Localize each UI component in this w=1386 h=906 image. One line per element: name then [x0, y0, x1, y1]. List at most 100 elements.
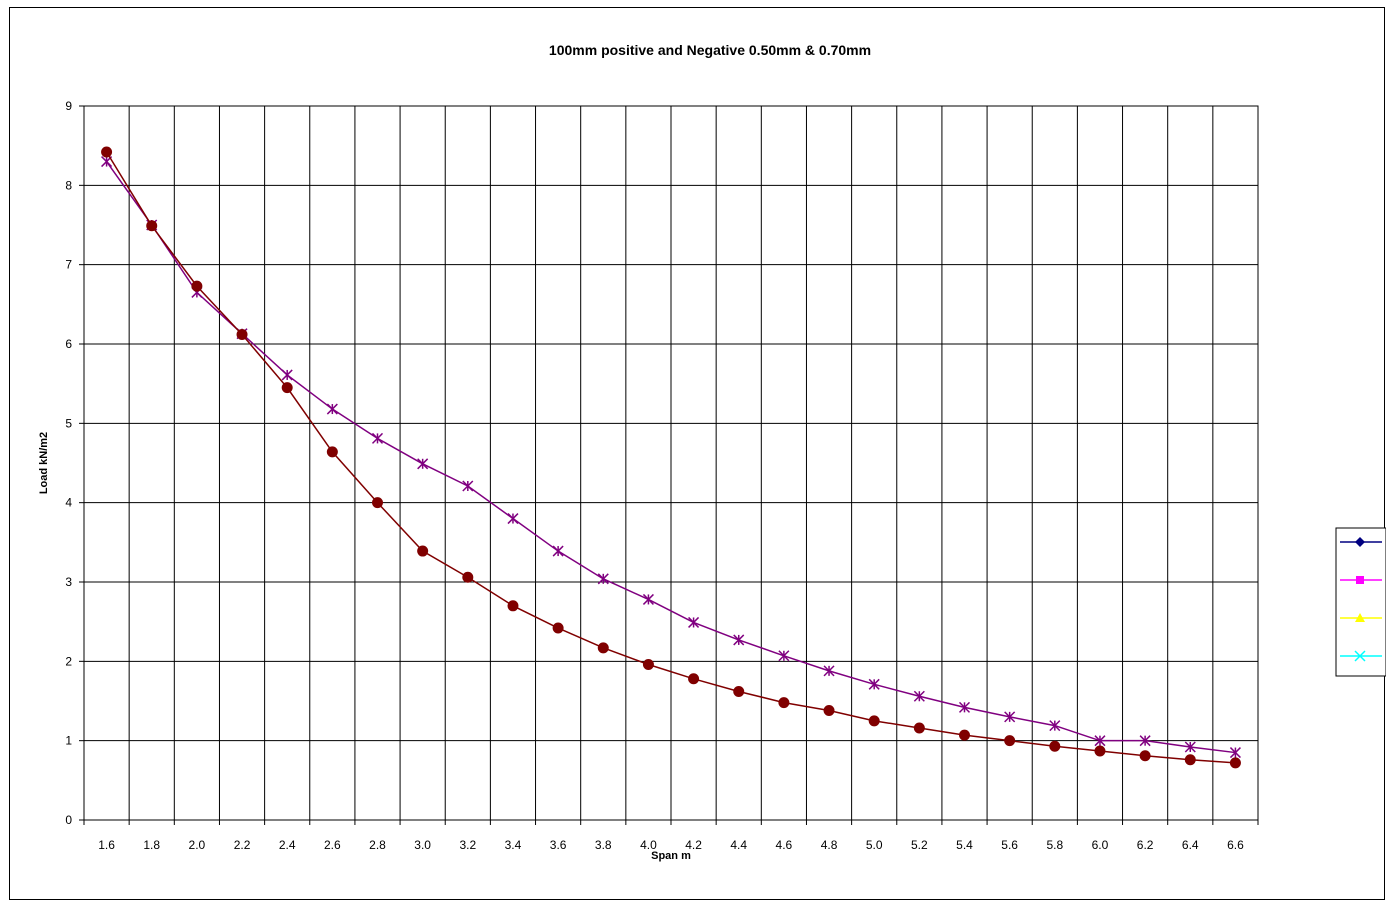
data-point — [913, 690, 925, 702]
x-tick-label: 6.4 — [1182, 838, 1199, 852]
data-point — [462, 571, 474, 583]
data-point — [868, 678, 880, 690]
x-tick-label: 4.0 — [640, 838, 657, 852]
data-point — [417, 545, 429, 557]
data-point — [326, 446, 338, 458]
y-tick-label: 0 — [65, 813, 72, 827]
data-point — [1229, 757, 1241, 769]
y-tick-label: 1 — [65, 734, 72, 748]
legend-marker — [1355, 613, 1365, 622]
x-tick-label: 2.8 — [369, 838, 386, 852]
data-point — [371, 432, 384, 444]
legend — [1335, 527, 1386, 677]
y-tick-label: 4 — [65, 496, 72, 510]
data-point — [146, 220, 158, 232]
data-point — [372, 497, 383, 509]
legend-marker — [1355, 537, 1365, 547]
data-point — [1004, 711, 1016, 723]
y-axis-title: Load kN/m2 — [38, 432, 50, 494]
y-tick-label: 5 — [65, 416, 72, 430]
legend-marker — [1356, 576, 1364, 584]
data-point — [597, 642, 609, 654]
data-point — [552, 622, 564, 634]
data-point — [688, 673, 700, 685]
x-axis-title: Span m — [651, 850, 691, 862]
data-point — [417, 458, 429, 470]
data-point — [507, 600, 519, 612]
x-tick-label: 1.8 — [143, 838, 160, 852]
data-point — [1094, 735, 1106, 747]
data-point — [1139, 735, 1151, 747]
x-tick-label: 6.0 — [1092, 838, 1109, 852]
x-tick-label: 6.2 — [1137, 838, 1154, 852]
data-point — [1184, 741, 1196, 753]
x-tick-label: 4.8 — [821, 838, 838, 852]
data-point — [823, 705, 835, 717]
data-point — [191, 280, 203, 292]
data-point — [1094, 745, 1106, 757]
x-tick-label: 5.0 — [866, 838, 883, 852]
data-point — [688, 616, 700, 628]
y-tick-label: 9 — [65, 99, 72, 113]
data-point — [236, 328, 248, 340]
chart-frame: 100mm positive and Negative 0.50mm & 0.7… — [9, 7, 1386, 900]
data-point — [1139, 750, 1151, 762]
y-tick-label: 2 — [65, 654, 72, 668]
data-point — [868, 715, 880, 727]
chart-title: 100mm positive and Negative 0.50mm & 0.7… — [549, 42, 871, 58]
x-tick-label: 1.6 — [98, 838, 115, 852]
data-point — [597, 573, 609, 585]
data-point — [959, 729, 970, 741]
axis-layer: 0 1 2 3 4 5 6 7 8 9 1.6 1.8 2.0 2.2 2.4 2.6 2.8 3.0 3.2 3.4… — [65, 99, 1259, 852]
x-tick-label: 6.6 — [1227, 838, 1244, 852]
data-point — [778, 650, 790, 662]
series-line — [105, 151, 1236, 764]
data-point — [642, 593, 654, 605]
data-point — [1049, 720, 1061, 732]
data-point — [552, 545, 564, 557]
data-point — [733, 685, 745, 697]
legend-box — [1335, 527, 1386, 677]
chart-svg: 100mm positive and Negative 0.50mm & 0.7… — [38, 42, 1386, 862]
data-point — [642, 659, 654, 671]
y-tick-label: 3 — [65, 575, 72, 589]
plot-border — [83, 105, 1259, 821]
x-tick-label: 2.4 — [279, 838, 296, 852]
series-line — [105, 161, 1236, 754]
y-tick-label: 8 — [65, 178, 72, 192]
x-tick-label: 4.2 — [685, 838, 702, 852]
data-point — [101, 146, 113, 158]
marker-stroke — [1354, 650, 1366, 662]
data-point — [913, 722, 925, 734]
x-tick-label: 2.6 — [324, 838, 341, 852]
x-tick-label: 4.6 — [776, 838, 793, 852]
data-point — [823, 665, 835, 677]
data-point — [507, 513, 519, 525]
data-point — [281, 382, 293, 394]
data-point — [1229, 747, 1241, 759]
legend-marker — [1354, 650, 1366, 662]
data-point — [958, 701, 971, 713]
x-tick-label: 5.6 — [1001, 838, 1018, 852]
data-point — [281, 369, 293, 381]
data-point — [1049, 740, 1061, 752]
x-tick-label: 3.0 — [414, 838, 431, 852]
series-layer — [101, 146, 1241, 769]
x-tick-label: 3.4 — [505, 838, 522, 852]
x-tick-label: 5.2 — [911, 838, 928, 852]
x-tick-label: 4.4 — [730, 838, 747, 852]
data-point — [1184, 754, 1196, 766]
x-tick-label: 2.2 — [234, 838, 251, 852]
data-point — [462, 480, 474, 492]
x-tick-label: 2.0 — [189, 838, 206, 852]
data-point — [733, 634, 745, 646]
x-tick-label: 3.2 — [459, 838, 476, 852]
x-tick-label: 3.6 — [550, 838, 567, 852]
x-tick-label: 5.8 — [1046, 838, 1063, 852]
x-tick-label: 5.4 — [956, 838, 973, 852]
x-tick-label: 3.8 — [595, 838, 612, 852]
data-point — [778, 697, 790, 709]
data-point — [1004, 735, 1016, 747]
data-point — [326, 403, 338, 415]
y-tick-label: 7 — [65, 258, 72, 272]
